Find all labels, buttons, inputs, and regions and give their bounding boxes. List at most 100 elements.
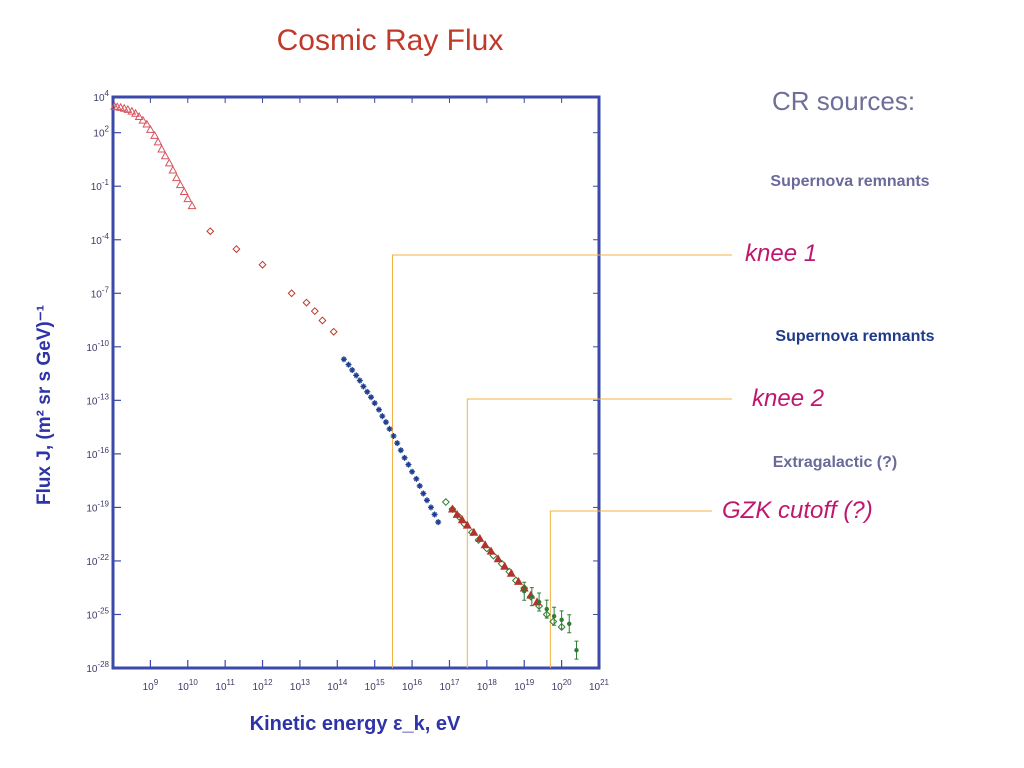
data-point [397,447,404,454]
data-point [345,361,352,368]
x-tick-label: 1011 [215,678,235,693]
y-tick-label: 10-10 [86,339,109,354]
x-tick-label: 1017 [439,678,460,693]
data-point [441,498,450,507]
x-tick-label: 1018 [477,678,498,693]
data-point [232,245,241,254]
annotation-line-1 [392,254,732,668]
data-point [353,372,360,379]
data-point [401,454,408,461]
data-point [420,490,427,497]
x-tick-label: 1021 [589,678,610,693]
y-tick-label: 10-19 [86,499,109,514]
data-point [206,227,215,236]
data-point [375,406,382,413]
data-point [157,144,167,153]
data-point [368,394,375,401]
x-tick-label: 1013 [290,678,311,693]
data-point [549,617,558,626]
y-tick-label: 104 [93,89,109,104]
data-point [364,388,371,395]
data-point [493,554,503,563]
data-point [164,158,174,167]
data-point [371,400,378,407]
data-point [127,106,137,115]
data-point-marker [544,606,549,612]
data-point [340,356,347,363]
data-point [168,165,178,174]
data-point [405,461,412,468]
data-point [160,151,170,160]
data-point [175,180,185,189]
data-point [356,377,363,384]
cr-sources-heading: CR sources: [772,86,916,116]
x-tick-label: 1012 [253,678,274,693]
y-tick-label: 10-4 [91,232,110,247]
x-tick-label: 1016 [402,678,423,693]
data-point [486,546,496,555]
y-tick-label: 10-7 [91,285,110,300]
data-point [416,482,423,489]
x-tick-label: 109 [143,678,159,693]
annotation-line-2 [466,398,732,668]
data-point-marker [529,594,535,599]
data-point [172,173,181,182]
data-point [183,194,193,203]
data-point [500,561,510,570]
data-point [349,367,356,374]
data-point [469,527,479,536]
x-axis-ticks: 109 1010 1011 1012 1013 1014 1015 1016 1017 1018 1… [112,97,610,693]
data-point [134,111,144,120]
y-axis-ticks: 104 102 10-1 10-4 10-7 10-10 10-13 10-16 10-19 10… [86,89,599,675]
data-point [382,419,389,426]
data-point [462,520,472,529]
source-extragalactic: Extragalactic (?) [772,454,898,471]
data-point [318,316,327,325]
data-point [557,622,566,631]
data-point [360,383,367,390]
data-point-marker [551,613,557,619]
source-supernova-1: Supernova remnants [770,173,930,190]
data-point-marker [522,589,527,594]
data-point [153,137,163,146]
y-axis-title: Flux J, (m² sr s GeV)⁻¹ [34,305,55,505]
data-point [179,186,189,195]
data-point [513,576,523,585]
data-point [506,568,516,577]
data-points [110,101,579,660]
x-tick-label: 1019 [514,678,535,693]
data-point [457,515,467,524]
data-point [187,201,197,210]
data-point [138,115,148,124]
data-point [379,413,386,420]
knee-2-label: knee 2 [752,385,825,412]
data-point [142,119,152,128]
data-point [258,260,267,269]
data-point [110,101,119,110]
data-point [119,103,129,112]
data-point [123,104,133,113]
x-tick-label: 1014 [327,678,348,693]
annotation-line-3 [549,510,712,668]
data-point-marker [559,617,564,623]
data-point-marker [567,621,572,626]
data-point [310,307,319,316]
x-tick-label: 1015 [365,678,386,693]
data-point [413,475,420,482]
data-point [390,433,397,440]
x-axis-title: Kinetic energy ε_k, eV [250,713,461,735]
data-point [287,289,296,298]
data-point [431,511,438,518]
gzk-cutoff-label: GZK cutoff (?) [722,497,873,524]
x-tick-label: 1020 [552,678,573,693]
x-tick-label: 1010 [178,678,199,693]
data-point [329,327,338,336]
y-tick-label: 102 [93,125,109,140]
data-point [150,130,160,139]
data-point [131,108,140,117]
y-tick-label: 10-25 [86,606,109,621]
knee-1-label: knee 1 [745,240,818,267]
data-point [480,540,490,549]
data-point [447,504,457,513]
